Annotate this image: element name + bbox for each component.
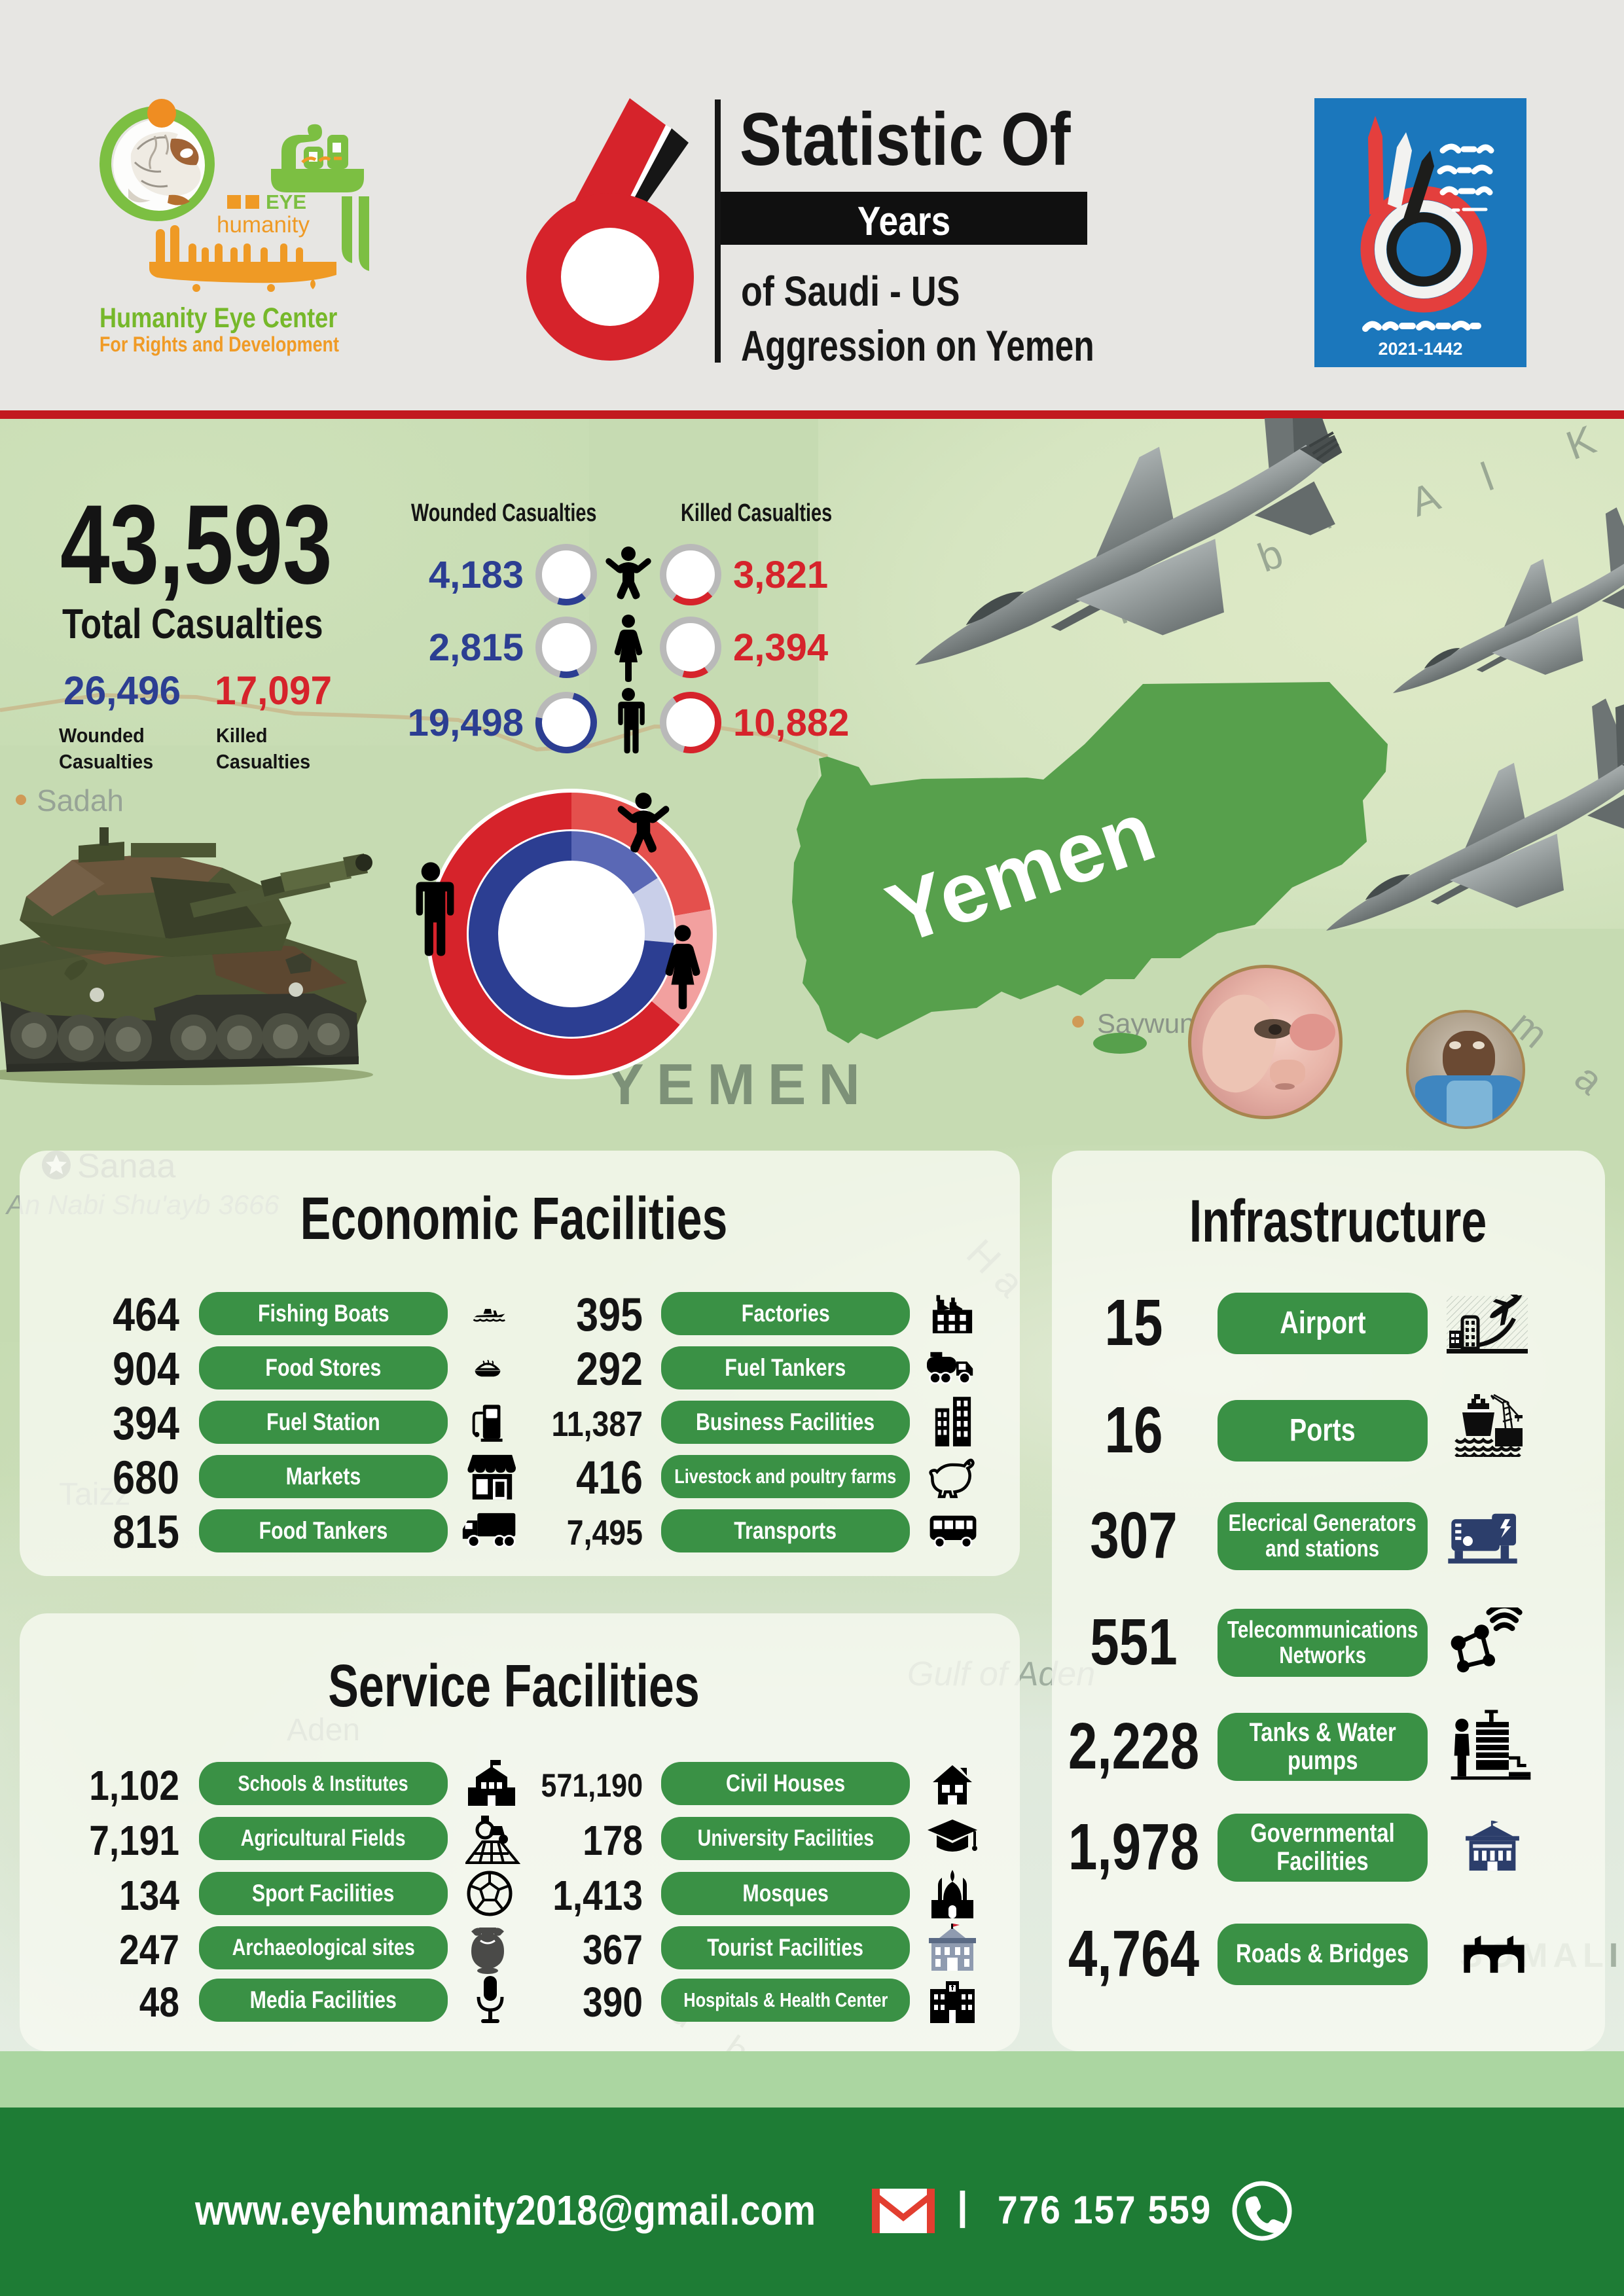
svg-text:2021-1442: 2021-1442 (1378, 339, 1462, 359)
svg-text:humanity: humanity (217, 212, 310, 238)
svg-text:EYE: EYE (266, 190, 306, 213)
